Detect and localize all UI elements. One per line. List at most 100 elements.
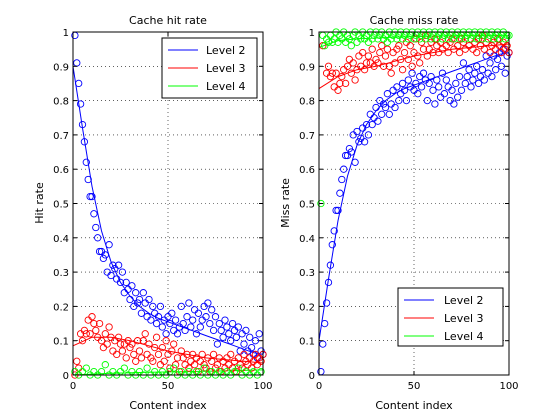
miss-rate-marker-level-3 (387, 69, 395, 77)
hit-rate-marker-level-3 (145, 340, 153, 348)
miss-rate-marker-level-4 (416, 35, 424, 43)
miss-rate-marker-level-4 (450, 35, 458, 43)
hit-rate-marker-level-2 (95, 247, 104, 256)
hit-rate-marker-level-2 (183, 313, 191, 321)
miss-rate-marker-level-3 (444, 48, 452, 57)
miss-rate-marker-level-2 (455, 72, 464, 81)
miss-rate-marker-level-3 (334, 86, 342, 94)
hit-rate-marker-level-3 (149, 357, 157, 365)
miss-rate-marker-level-2 (501, 69, 509, 77)
hit-rate-marker-level-2 (232, 333, 241, 341)
miss-rate-marker-level-2 (400, 86, 409, 94)
miss-rate-marker-level-2 (330, 227, 338, 235)
miss-rate-marker-level-2 (474, 79, 483, 88)
hit-rate-legend-label-level-3: Level 3 (206, 62, 246, 75)
miss-rate-marker-level-3 (347, 69, 355, 77)
miss-rate-marker-level-2 (334, 206, 342, 215)
hit-rate-fit-level-2 (72, 66, 264, 355)
miss-rate-marker-level-4 (467, 35, 475, 43)
hit-rate-marker-level-4 (120, 364, 128, 372)
miss-rate-marker-level-2 (383, 90, 392, 98)
miss-rate-marker-level-2 (368, 120, 376, 129)
miss-rate-marker-level-3 (328, 69, 336, 77)
hit-rate-marker-level-2 (128, 282, 136, 290)
hit-rate-marker-level-3 (128, 340, 136, 348)
miss-rate-marker-level-4 (324, 38, 333, 46)
hit-rate-marker-level-4 (101, 361, 109, 369)
hit-rate-marker-level-2 (158, 323, 166, 331)
miss-rate-marker-level-2 (328, 241, 336, 249)
hit-rate-marker-level-2 (84, 175, 92, 184)
hit-rate-xtick-label: 0 (70, 381, 76, 392)
hit-rate-marker-level-3 (183, 350, 191, 359)
miss-rate-marker-level-3 (336, 79, 344, 88)
hit-rate-marker-level-2 (154, 313, 163, 321)
hit-rate-marker-level-3 (114, 333, 123, 341)
miss-rate-marker-level-2 (338, 175, 346, 184)
hit-rate-marker-level-2 (145, 295, 153, 304)
hit-rate-marker-level-3 (247, 364, 256, 372)
miss-rate-marker-level-2 (457, 86, 466, 94)
hit-rate-marker-level-3 (105, 323, 113, 331)
hit-rate-marker-level-3 (185, 364, 193, 372)
miss-rate-marker-level-3 (423, 52, 431, 60)
miss-rate-ytick-label: 0.5 (299, 200, 315, 211)
hit-rate-marker-level-3 (135, 347, 144, 355)
hit-rate-ytick-label: 0.9 (53, 62, 69, 73)
miss-rate-marker-level-2 (473, 62, 481, 70)
miss-rate-xtick-label: 50 (408, 381, 421, 392)
miss-rate-marker-level-2 (321, 319, 329, 328)
miss-rate-marker-level-2 (450, 100, 458, 108)
hit-rate-marker-level-2 (211, 313, 220, 321)
hit-rate-marker-level-2 (213, 340, 222, 348)
hit-rate-xtick-label: 50 (162, 381, 175, 392)
miss-rate-marker-level-2 (425, 79, 433, 88)
miss-rate-marker-level-4 (427, 35, 435, 43)
miss-rate-marker-level-3 (414, 52, 422, 60)
miss-rate-marker-level-2 (463, 72, 471, 81)
miss-rate-marker-level-2 (393, 83, 401, 91)
miss-rate-marker-level-2 (465, 66, 473, 74)
miss-rate-marker-level-4 (393, 35, 401, 43)
miss-rate-marker-level-4 (317, 199, 325, 208)
hit-rate-marker-level-2 (251, 337, 260, 345)
miss-rate-marker-level-2 (322, 299, 331, 307)
miss-rate-marker-level-4 (398, 35, 407, 43)
hit-rate-ticks: 0 0.1 0.2 0.3 0.4 0.5 0.6 0.7 0.8 0.9 1 0 50 100 (53, 28, 272, 392)
miss-rate-xtick-label: 0 (316, 381, 322, 392)
hit-rate-marker-level-3 (166, 364, 174, 372)
miss-rate-marker-level-4 (444, 35, 452, 43)
hit-rate-marker-level-2 (75, 79, 83, 88)
miss-rate-marker-level-2 (442, 76, 450, 84)
miss-rate-marker-level-4 (455, 35, 464, 43)
hit-rate-marker-level-4 (234, 364, 242, 372)
miss-rate-marker-level-4 (438, 35, 447, 43)
hit-rate-marker-level-2 (94, 234, 102, 242)
miss-rate-marker-level-2 (374, 117, 382, 125)
hit-rate-marker-level-2 (101, 251, 109, 259)
miss-rate-marker-level-3 (383, 45, 392, 53)
miss-rate-marker-level-3 (319, 42, 327, 50)
miss-rate-marker-level-3 (381, 52, 390, 60)
hit-rate-marker-level-2 (116, 278, 125, 287)
hit-rate-title: Cache hit rate (129, 14, 207, 27)
hit-rate-marker-level-2 (133, 299, 142, 307)
miss-rate-ylabel: Miss rate (279, 178, 292, 228)
miss-rate-marker-level-4 (473, 35, 481, 43)
miss-rate-marker-level-3 (395, 42, 403, 50)
hit-rate-marker-level-2 (209, 326, 218, 335)
miss-rate-marker-level-2 (360, 138, 369, 146)
miss-rate-marker-level-3 (473, 48, 481, 57)
miss-rate-marker-level-4 (368, 35, 376, 43)
hit-rate-marker-level-2 (88, 192, 96, 201)
miss-rate-marker-level-2 (452, 79, 460, 88)
miss-rate-marker-level-3 (412, 35, 420, 43)
miss-rate-marker-level-4 (387, 35, 395, 43)
miss-rate-marker-level-4 (478, 35, 487, 43)
hit-rate-marker-level-2 (225, 330, 233, 338)
miss-rate-marker-level-3 (362, 59, 371, 67)
hit-rate-marker-level-3 (82, 330, 90, 338)
miss-rate-marker-level-2 (438, 69, 447, 77)
miss-rate-marker-level-2 (341, 151, 350, 160)
hit-rate-marker-level-3 (152, 333, 161, 341)
